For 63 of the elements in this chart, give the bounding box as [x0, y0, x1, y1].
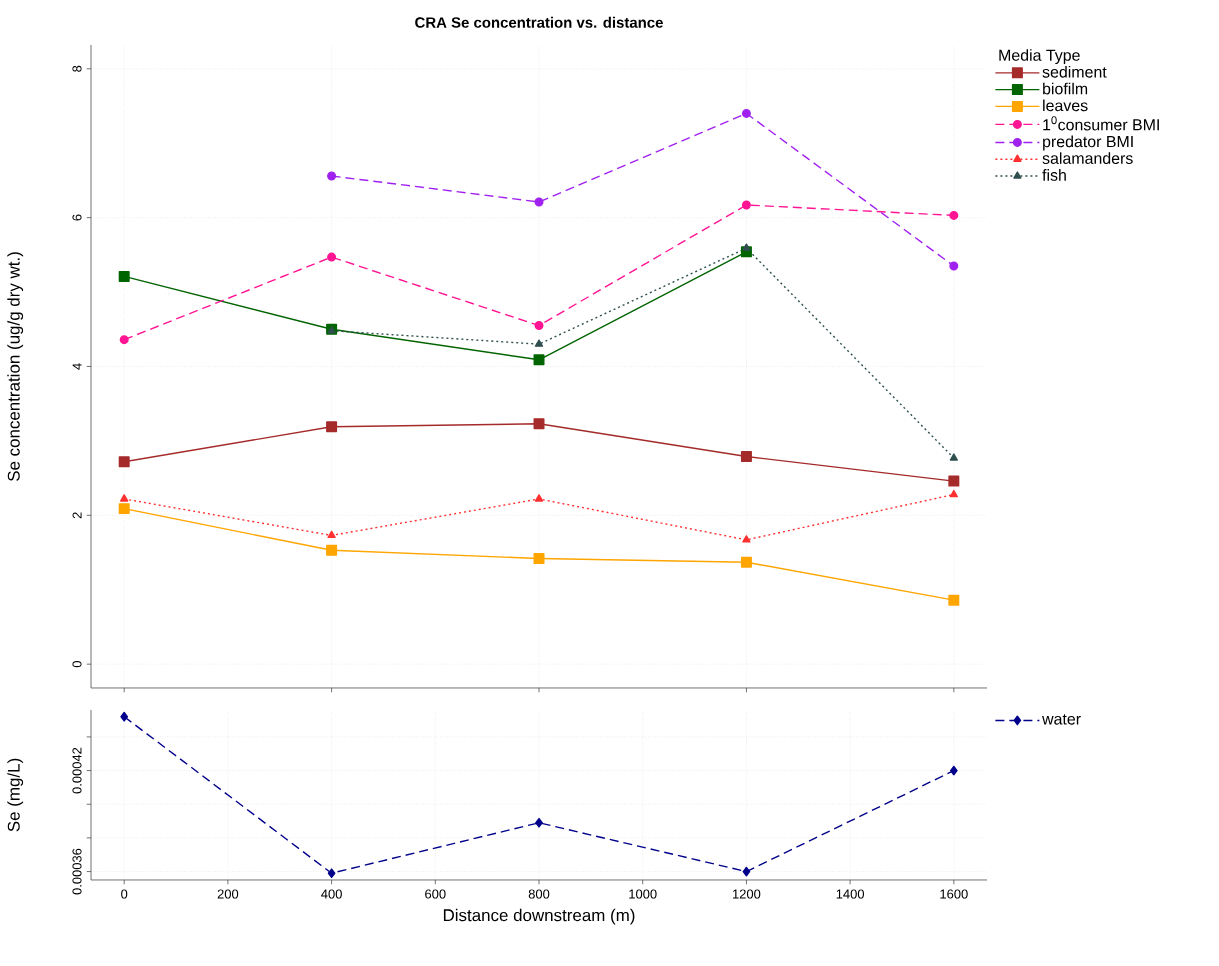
point — [120, 494, 129, 502]
point — [742, 535, 751, 543]
y-tick-label: 6 — [72, 214, 82, 221]
point — [327, 868, 336, 879]
point — [120, 711, 129, 722]
legend-title: Media Type — [999, 49, 1080, 65]
x-tick-label: 1400 — [836, 889, 865, 899]
y-tick-label: 8 — [72, 65, 82, 72]
point — [740, 451, 752, 463]
point — [535, 817, 543, 828]
point — [948, 475, 960, 487]
x-axis-title: Distance downstream (m) — [443, 908, 635, 925]
point — [949, 210, 959, 220]
y-tick-label: 2 — [72, 512, 82, 519]
point — [119, 335, 129, 345]
point — [533, 354, 545, 366]
legend-label: fish — [1042, 169, 1066, 181]
point — [742, 243, 751, 251]
x-tick-label: 800 — [528, 889, 550, 899]
y-tick-label: 0.00042 — [72, 747, 82, 794]
point — [948, 594, 960, 606]
point — [533, 552, 545, 564]
legend-label: water — [1042, 714, 1081, 725]
legend-label: salamanders — [1042, 152, 1133, 165]
point — [949, 489, 958, 498]
legend-label: predator BMI — [1043, 135, 1133, 151]
point — [118, 456, 130, 468]
legend-label: biofilm — [1043, 82, 1088, 95]
x-tick-label: 1000 — [629, 889, 657, 899]
y-axis-title: Se concentration (ug/g dry wt.) — [7, 252, 24, 482]
point — [326, 544, 338, 556]
point — [533, 418, 545, 430]
point — [949, 261, 959, 271]
legend-label: sediment — [1042, 65, 1107, 78]
legend-label: 1$^{0}$consumer BMI — [1043, 116, 1159, 131]
point — [949, 453, 958, 461]
point — [534, 339, 544, 347]
point — [949, 765, 958, 776]
y-tick-label: 0.00036 — [72, 848, 82, 895]
point — [741, 108, 751, 118]
point — [534, 494, 544, 502]
x-tick-label: 1200 — [733, 889, 761, 899]
point — [534, 197, 544, 207]
point — [327, 530, 336, 539]
point — [740, 556, 752, 568]
y-axis-title: Se (mg/L) — [7, 758, 24, 832]
point — [118, 503, 130, 515]
point — [327, 252, 337, 262]
x-tick-label: 1600 — [940, 889, 968, 899]
y-tick-label: 0 — [72, 661, 82, 668]
x-tick-label: 200 — [217, 889, 239, 899]
point — [741, 200, 751, 210]
x-tick-label: 400 — [321, 889, 342, 899]
point — [326, 421, 338, 433]
point — [534, 321, 544, 331]
legend-label: leaves — [1043, 99, 1088, 112]
point — [327, 171, 337, 181]
x-tick-label: 0 — [121, 889, 128, 899]
x-tick-label: 600 — [425, 889, 446, 899]
point — [118, 270, 130, 282]
chart-title: CRA Se concentration vs. distance — [415, 16, 663, 28]
point — [742, 866, 751, 877]
y-tick-label: 4 — [72, 363, 82, 370]
